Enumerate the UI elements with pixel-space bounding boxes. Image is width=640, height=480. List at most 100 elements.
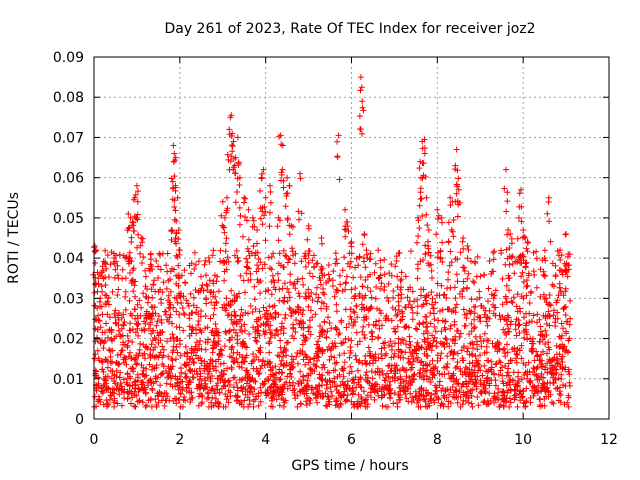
data-point	[530, 268, 537, 275]
data-point	[353, 356, 360, 363]
data-point	[380, 371, 386, 378]
data-point	[281, 294, 288, 301]
data-point	[303, 335, 310, 342]
data-point	[228, 344, 235, 351]
data-point	[515, 378, 522, 385]
data-point	[456, 388, 463, 394]
data-point	[233, 379, 240, 386]
data-point	[340, 367, 347, 374]
data-point	[504, 198, 511, 205]
data-point	[337, 281, 344, 288]
data-point	[375, 247, 382, 254]
data-point	[168, 375, 175, 382]
data-point	[359, 241, 366, 248]
data-point	[192, 343, 199, 350]
data-point	[219, 198, 226, 205]
data-point	[379, 322, 385, 329]
data-point	[318, 235, 325, 241]
data-point	[241, 358, 248, 365]
data-point	[413, 393, 420, 399]
data-point	[458, 383, 465, 390]
data-point	[316, 333, 323, 340]
data-point	[420, 330, 427, 337]
data-point	[288, 353, 295, 360]
data-point	[111, 395, 118, 402]
data-point	[124, 370, 131, 377]
data-point	[327, 384, 334, 391]
data-point	[275, 331, 282, 338]
data-point	[506, 379, 513, 386]
data-point	[513, 316, 520, 323]
data-point	[198, 381, 205, 387]
data-point	[173, 252, 180, 259]
data-point	[222, 403, 229, 410]
y-tick-label: 0.01	[53, 372, 84, 388]
data-point	[499, 388, 506, 395]
data-point	[461, 311, 468, 318]
data-point	[212, 400, 219, 407]
data-point	[183, 373, 190, 380]
data-point	[198, 346, 205, 353]
data-point	[278, 141, 285, 148]
data-point	[464, 275, 471, 282]
data-point	[427, 395, 434, 402]
data-point	[331, 293, 338, 300]
data-point	[256, 332, 263, 339]
data-point	[332, 250, 339, 257]
data-point	[528, 346, 535, 353]
data-point	[223, 295, 230, 302]
data-point	[505, 360, 512, 367]
data-point	[252, 396, 259, 403]
data-point	[217, 360, 224, 367]
data-point	[420, 365, 427, 372]
data-point	[381, 344, 388, 351]
data-point	[483, 343, 490, 350]
data-point	[219, 304, 226, 311]
data-point	[518, 259, 525, 266]
data-point	[165, 292, 172, 299]
data-point	[403, 395, 410, 402]
data-point	[558, 376, 565, 382]
data-point	[151, 304, 158, 311]
data-point	[193, 309, 200, 316]
data-point	[436, 378, 443, 385]
data-point	[451, 349, 458, 355]
data-point	[360, 323, 367, 330]
data-point	[300, 324, 307, 331]
data-point	[178, 369, 185, 376]
data-point	[301, 253, 308, 260]
data-point	[114, 272, 121, 279]
data-point	[108, 326, 115, 333]
data-point	[244, 264, 251, 271]
data-point	[374, 365, 381, 372]
data-point	[134, 371, 141, 378]
data-point	[491, 399, 498, 406]
data-point	[272, 332, 278, 339]
data-point	[286, 182, 293, 189]
data-point	[528, 318, 535, 325]
data-point	[148, 341, 155, 348]
data-point	[469, 379, 476, 386]
data-point	[391, 390, 398, 396]
data-point	[483, 314, 489, 321]
data-point	[544, 360, 551, 367]
data-point	[245, 236, 252, 243]
data-point	[112, 266, 119, 273]
data-point	[325, 262, 332, 268]
data-point	[513, 359, 520, 366]
data-point	[388, 261, 395, 268]
data-point	[312, 311, 319, 318]
data-point	[431, 364, 437, 370]
data-point	[431, 316, 438, 323]
data-point	[332, 360, 339, 367]
data-point	[183, 374, 189, 381]
data-point	[516, 203, 523, 210]
data-point	[105, 294, 112, 301]
data-point	[98, 388, 105, 395]
data-point	[561, 304, 568, 311]
data-point	[396, 249, 403, 256]
data-point	[266, 340, 272, 347]
data-point	[227, 114, 234, 121]
data-point	[129, 339, 136, 345]
data-point	[397, 317, 404, 324]
